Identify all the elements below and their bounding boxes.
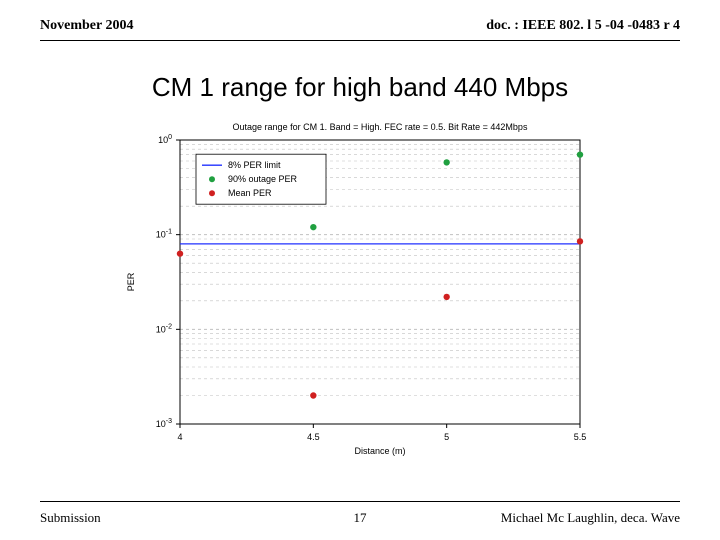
chart-figure: Outage range for CM 1. Band = High. FEC … <box>120 118 600 458</box>
footer-left: Submission <box>40 510 101 526</box>
footer-right: Michael Mc Laughlin, deca. Wave <box>501 510 680 526</box>
footer: Submission 17 Michael Mc Laughlin, deca.… <box>40 510 680 526</box>
svg-text:Distance (m): Distance (m) <box>354 446 405 456</box>
svg-text:PER: PER <box>126 272 136 291</box>
svg-text:4: 4 <box>177 432 182 442</box>
svg-text:8% PER limit: 8% PER limit <box>228 160 281 170</box>
page: November 2004 doc. : IEEE 802. l 5 -04 -… <box>0 0 720 540</box>
svg-text:5.5: 5.5 <box>574 432 587 442</box>
svg-text:4.5: 4.5 <box>307 432 320 442</box>
svg-text:5: 5 <box>444 432 449 442</box>
footer-page-number: 17 <box>354 510 367 526</box>
header-left: November 2004 <box>40 18 133 34</box>
header-rule <box>40 40 680 41</box>
svg-text:Outage range for CM 1. Band =: Outage range for CM 1. Band = High. FEC … <box>233 122 528 132</box>
svg-text:90% outage PER: 90% outage PER <box>228 174 298 184</box>
header: November 2004 doc. : IEEE 802. l 5 -04 -… <box>40 18 680 34</box>
page-title: CM 1 range for high band 440 Mbps <box>0 72 720 103</box>
footer-rule <box>40 501 680 502</box>
svg-text:Mean PER: Mean PER <box>228 188 272 198</box>
header-right: doc. : IEEE 802. l 5 -04 -0483 r 4 <box>486 18 680 34</box>
chart-svg: Outage range for CM 1. Band = High. FEC … <box>120 118 600 458</box>
